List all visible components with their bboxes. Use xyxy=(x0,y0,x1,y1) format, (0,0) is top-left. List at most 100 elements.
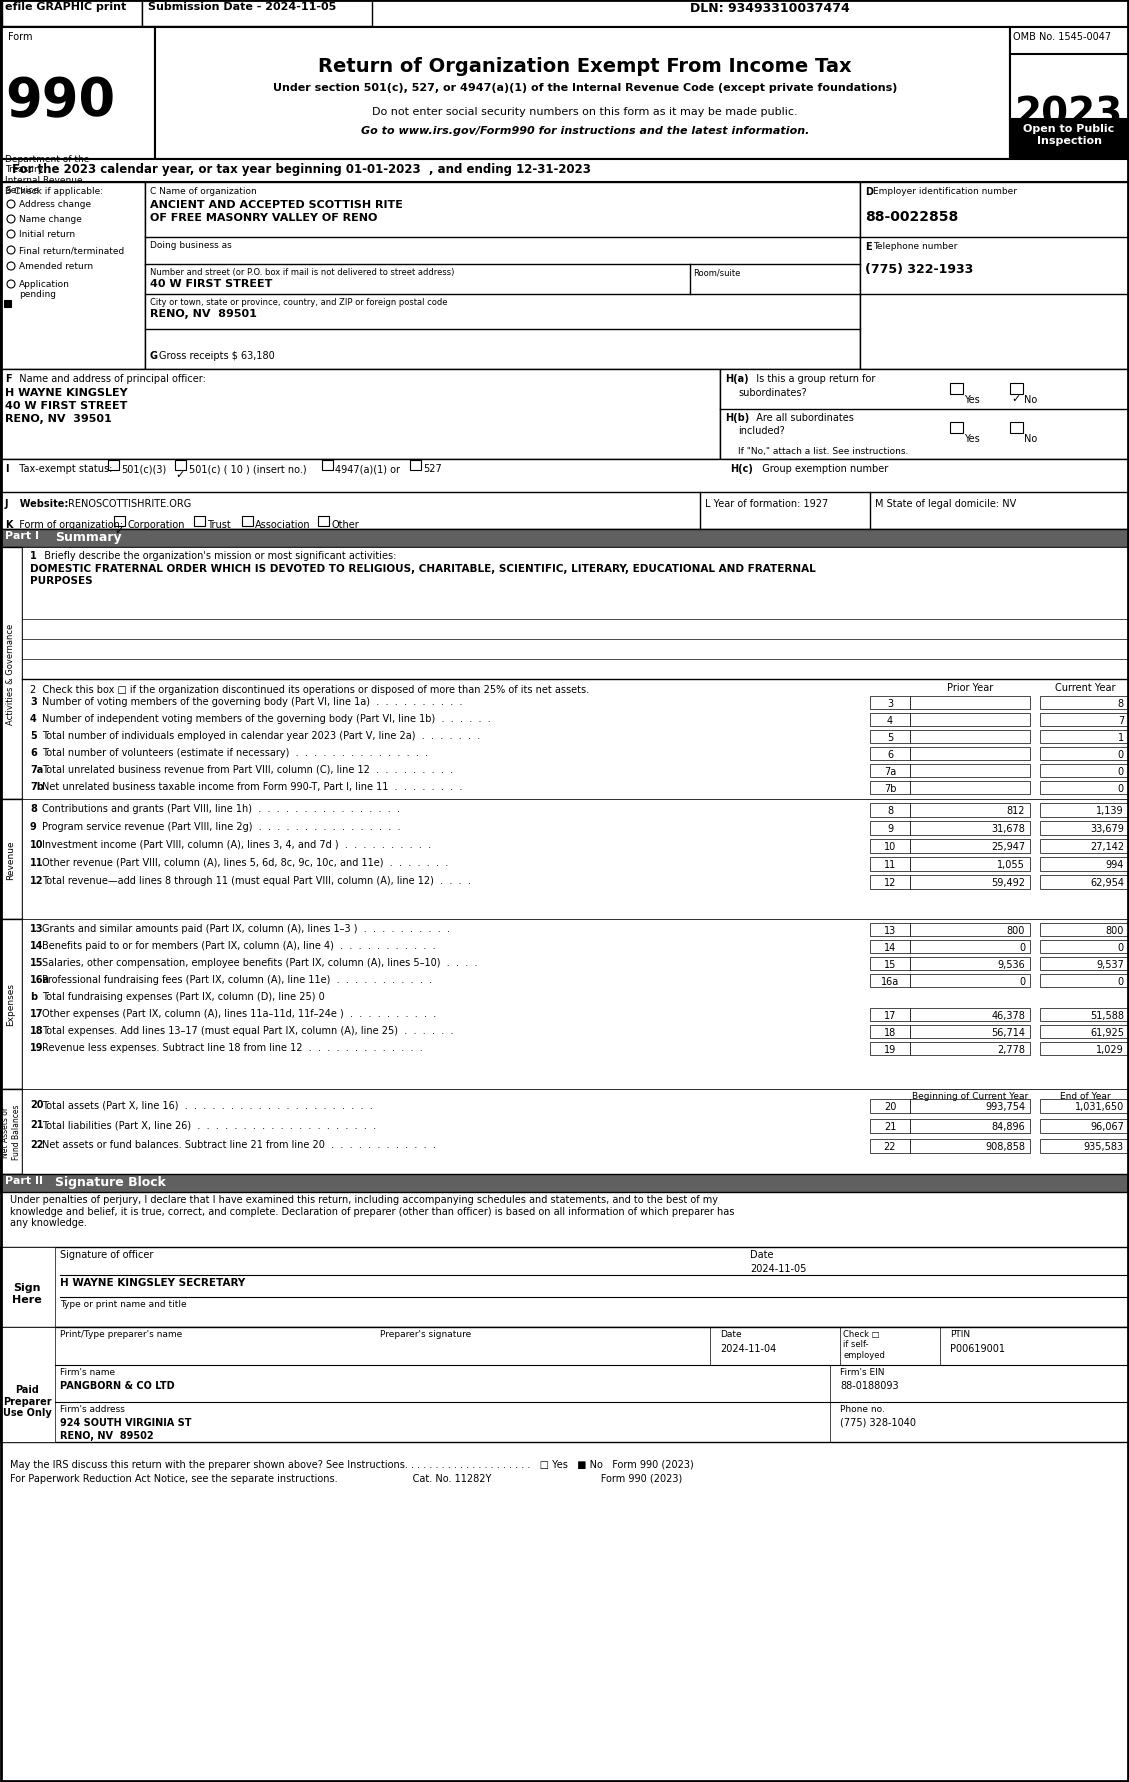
Bar xyxy=(1010,422,1023,433)
Text: Go to www.irs.gov/Form990 for instructions and the latest information.: Go to www.irs.gov/Form990 for instructio… xyxy=(361,127,809,135)
Bar xyxy=(318,517,329,527)
Bar xyxy=(0,920,21,1089)
Bar xyxy=(870,697,910,709)
Text: 0: 0 xyxy=(1018,943,1025,952)
Text: 9,537: 9,537 xyxy=(1096,959,1124,969)
Bar xyxy=(2,2,142,27)
Text: Summary: Summary xyxy=(55,531,122,544)
Bar xyxy=(910,839,1030,854)
Text: Program service revenue (Part VIII, line 2g)  .  .  .  .  .  .  .  .  .  .  .  .: Program service revenue (Part VIII, line… xyxy=(42,822,401,832)
Text: Room/suite: Room/suite xyxy=(693,267,741,276)
Text: Phone no.: Phone no. xyxy=(840,1404,885,1413)
Bar xyxy=(1040,839,1129,854)
Text: 16a: 16a xyxy=(30,975,50,984)
Text: Net unrelated business taxable income from Form 990-T, Part I, line 11  .  .  . : Net unrelated business taxable income fr… xyxy=(42,782,463,791)
Text: Are all subordinates: Are all subordinates xyxy=(750,413,854,422)
Text: Department of the
Treasury
Internal Revenue
Service: Department of the Treasury Internal Reve… xyxy=(5,155,89,194)
Text: ✓: ✓ xyxy=(114,526,123,536)
Text: 2  Check this box □ if the organization discontinued its operations or disposed : 2 Check this box □ if the organization d… xyxy=(30,684,589,695)
Bar xyxy=(5,301,11,308)
Text: Name and address of principal officer:: Name and address of principal officer: xyxy=(14,374,205,383)
Bar xyxy=(1040,923,1129,937)
Text: H(b): H(b) xyxy=(725,413,750,422)
Text: subordinates?: subordinates? xyxy=(738,388,806,397)
Text: 0: 0 xyxy=(1118,784,1124,793)
Text: 3: 3 xyxy=(887,699,893,709)
Text: 8: 8 xyxy=(1118,699,1124,709)
Text: Number of voting members of the governing body (Part VI, line 1a)  .  .  .  .  .: Number of voting members of the governin… xyxy=(42,697,463,707)
Text: 25,947: 25,947 xyxy=(991,841,1025,852)
Bar xyxy=(322,462,333,470)
Text: Expenses: Expenses xyxy=(7,984,16,1026)
Bar xyxy=(1040,1009,1129,1021)
Bar xyxy=(114,517,125,527)
Bar xyxy=(720,371,1129,460)
Text: 6: 6 xyxy=(30,748,37,757)
Text: DLN: 93493310037474: DLN: 93493310037474 xyxy=(690,2,850,14)
Text: 13: 13 xyxy=(30,923,44,934)
Text: City or town, state or province, country, and ZIP or foreign postal code: City or town, state or province, country… xyxy=(150,298,447,307)
Text: 22: 22 xyxy=(884,1140,896,1151)
Text: Address change: Address change xyxy=(19,200,91,208)
Text: RENOSCOTTISHRITE.ORG: RENOSCOTTISHRITE.ORG xyxy=(68,499,191,508)
Bar xyxy=(1010,29,1129,160)
Bar xyxy=(870,1139,910,1153)
Bar xyxy=(0,184,145,371)
Bar xyxy=(910,923,1030,937)
Text: If "No," attach a list. See instructions.: If "No," attach a list. See instructions… xyxy=(738,447,909,456)
Text: Net assets or fund balances. Subtract line 21 from line 20  .  .  .  .  .  .  . : Net assets or fund balances. Subtract li… xyxy=(42,1139,436,1149)
Text: 22: 22 xyxy=(30,1139,44,1149)
Bar xyxy=(870,857,910,871)
Text: For the 2023 calendar year, or tax year beginning 01-01-2023  , and ending 12-31: For the 2023 calendar year, or tax year … xyxy=(12,162,590,176)
Text: 1: 1 xyxy=(1118,732,1124,743)
Text: 51,588: 51,588 xyxy=(1089,1010,1124,1021)
Bar xyxy=(155,29,1010,160)
Text: 994: 994 xyxy=(1105,859,1124,870)
Text: Form: Form xyxy=(8,32,33,43)
Bar xyxy=(1040,1099,1129,1114)
Bar xyxy=(1040,782,1129,795)
Text: RENO, NV  89502: RENO, NV 89502 xyxy=(60,1431,154,1440)
Text: Trust: Trust xyxy=(207,520,230,529)
Bar xyxy=(1040,1042,1129,1055)
Text: Submission Date - 2024-11-05: Submission Date - 2024-11-05 xyxy=(148,2,336,12)
Text: Total number of individuals employed in calendar year 2023 (Part V, line 2a)  . : Total number of individuals employed in … xyxy=(42,731,480,741)
Text: L Year of formation: 1927: L Year of formation: 1927 xyxy=(704,499,829,508)
Text: 501(c)(3): 501(c)(3) xyxy=(121,463,166,474)
Text: OF FREE MASONRY VALLEY OF RENO: OF FREE MASONRY VALLEY OF RENO xyxy=(150,212,377,223)
Bar xyxy=(870,1025,910,1039)
Text: Activities & Governance: Activities & Governance xyxy=(7,624,16,723)
Text: Revenue less expenses. Subtract line 18 from line 12  .  .  .  .  .  .  .  .  . : Revenue less expenses. Subtract line 18 … xyxy=(42,1042,422,1053)
Text: 21: 21 xyxy=(30,1119,44,1130)
Text: 4: 4 xyxy=(30,713,37,723)
Text: 40 W FIRST STREET: 40 W FIRST STREET xyxy=(150,278,272,289)
Bar xyxy=(910,748,1030,761)
Text: 1,055: 1,055 xyxy=(997,859,1025,870)
Text: (775) 328-1040: (775) 328-1040 xyxy=(840,1417,916,1427)
Text: 20: 20 xyxy=(30,1099,44,1110)
Text: Open to Public
Inspection: Open to Public Inspection xyxy=(1023,125,1114,146)
Text: 8: 8 xyxy=(30,804,37,814)
Text: Grants and similar amounts paid (Part IX, column (A), lines 1–3 )  .  .  .  .  .: Grants and similar amounts paid (Part IX… xyxy=(42,923,450,934)
Text: Website:: Website: xyxy=(14,499,69,508)
Text: 1: 1 xyxy=(30,551,37,561)
Text: Contributions and grants (Part VIII, line 1h)  .  .  .  .  .  .  .  .  .  .  .  : Contributions and grants (Part VIII, lin… xyxy=(42,804,400,814)
Text: included?: included? xyxy=(738,426,785,437)
Bar xyxy=(910,1042,1030,1055)
Bar xyxy=(870,875,910,889)
Text: Doing business as: Doing business as xyxy=(150,241,231,249)
Text: 10: 10 xyxy=(884,841,896,852)
Text: DOMESTIC FRATERNAL ORDER WHICH IS DEVOTED TO RELIGIOUS, CHARITABLE, SCIENTIFIC, : DOMESTIC FRATERNAL ORDER WHICH IS DEVOTE… xyxy=(30,563,816,584)
Bar xyxy=(1040,764,1129,777)
Bar xyxy=(1040,1025,1129,1039)
Bar xyxy=(1010,119,1129,160)
Text: 56,714: 56,714 xyxy=(991,1028,1025,1037)
Text: Application
pending: Application pending xyxy=(19,280,70,299)
Text: Number and street (or P.O. box if mail is not delivered to street address): Number and street (or P.O. box if mail i… xyxy=(150,267,454,276)
Text: 9: 9 xyxy=(887,823,893,834)
Text: Firm's address: Firm's address xyxy=(60,1404,125,1413)
Text: 924 SOUTH VIRGINIA ST: 924 SOUTH VIRGINIA ST xyxy=(60,1417,192,1427)
Text: Other expenses (Part IX, column (A), lines 11a–11d, 11f–24e )  .  .  .  .  .  . : Other expenses (Part IX, column (A), lin… xyxy=(42,1009,436,1019)
Bar xyxy=(1040,857,1129,871)
Bar xyxy=(0,1328,1129,1442)
